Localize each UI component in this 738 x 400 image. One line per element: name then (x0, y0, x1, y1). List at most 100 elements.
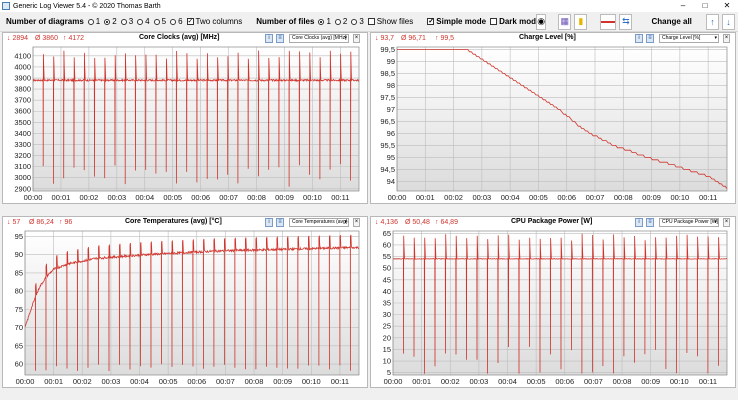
y-tick-label: 99,5 (380, 45, 395, 54)
y-tick-label: 96 (387, 129, 395, 138)
diagrams-radio-5[interactable]: 5 (153, 17, 166, 26)
plot-area (397, 47, 727, 191)
y-tick-label: 70 (15, 323, 23, 332)
x-tick-label: 00:08 (247, 193, 266, 202)
y-tick-label: 40 (383, 287, 391, 296)
x-tick-label: 00:10 (670, 193, 689, 202)
arrow-down-icon[interactable]: ↓ (721, 13, 736, 30)
series-line (24, 234, 360, 372)
x-tick-label: 00:08 (613, 377, 632, 386)
x-tick-label: 00:05 (163, 193, 182, 202)
chart-title: CPU Package Power [W] (511, 218, 593, 225)
x-tick-label: 00:10 (670, 377, 689, 386)
show-files-checkbox[interactable]: Show files (367, 17, 413, 26)
x-tick-label: 00:00 (16, 377, 35, 386)
files-label: Number of files (256, 17, 315, 26)
diagrams-radio-4[interactable]: 4 (137, 17, 150, 26)
app-icon (2, 2, 10, 10)
stat-min: ↓ 93,7 (375, 35, 395, 42)
info-icon[interactable]: i (265, 218, 273, 227)
x-tick-label: 00:06 (187, 377, 206, 386)
arrow-up-icon[interactable]: ↑ (705, 13, 719, 30)
chart-plot: 2900 3000 3100 3200 3300 3400 3500 3600 3700 3800… (14, 46, 360, 202)
y-tick-label: 25 (383, 322, 391, 331)
y-tick-label: 95 (15, 232, 23, 241)
x-tick-label: 00:09 (641, 377, 660, 386)
y-tick-label: 3100 (14, 162, 31, 171)
close-panel-button[interactable]: × (353, 34, 360, 43)
diagrams-radio-2[interactable]: 2 (104, 17, 117, 26)
stat-avg: Ø 96,71 (401, 35, 426, 42)
files-radio-3[interactable]: 3 (351, 17, 364, 26)
files-radio-1[interactable]: 1 (318, 17, 331, 26)
plot-border (392, 230, 728, 376)
series-select[interactable]: CPU Package Power [W] ▾ (659, 218, 719, 227)
chart-panel-charge-level: ↓ 93,7 Ø 96,71 ↑ 99,5 Charge Level [%] i… (370, 32, 736, 204)
camera-icon[interactable]: ◉ (535, 13, 547, 30)
close-panel-button[interactable]: × (723, 218, 730, 227)
y-tick-label: 65 (15, 341, 23, 350)
info-icon[interactable]: i (635, 34, 643, 43)
close-panel-button[interactable]: × (723, 34, 730, 43)
x-tick-label: 00:06 (555, 377, 574, 386)
diagrams-radio-3[interactable]: 3 (120, 17, 133, 26)
plot-area (33, 47, 359, 191)
x-tick-label: 00:02 (79, 193, 98, 202)
dark-mode-checkbox[interactable]: Dark mod (490, 17, 536, 26)
minimize-button[interactable]: – (680, 1, 686, 10)
y-tick-label: 30 (383, 310, 391, 319)
x-tick-label: 00:01 (44, 377, 63, 386)
simple-mode-checkbox[interactable]: ✓ Simple mode (427, 17, 487, 26)
series-select[interactable]: Charge Level [%] ▾ (659, 34, 719, 43)
diagrams-radio-1[interactable]: 1 (87, 17, 100, 26)
y-tick-label: 20 (383, 333, 391, 342)
close-panel-button[interactable]: × (353, 218, 360, 227)
series-line (32, 50, 360, 187)
y-tick-label: 97,5 (380, 93, 395, 102)
y-tick-label: 2900 (14, 184, 31, 193)
swap-icon[interactable]: ⇆ (619, 13, 633, 30)
x-tick-label: 00:09 (275, 193, 294, 202)
stats-icon[interactable]: ≡ (646, 34, 654, 43)
stats-icon[interactable]: ≡ (276, 218, 284, 227)
save-icon[interactable]: ▦ (558, 13, 572, 30)
two-columns-checkbox[interactable]: ✓ Two columns (186, 17, 243, 26)
x-tick-label: 00:04 (501, 193, 520, 202)
y-tick-label: 15 (383, 345, 391, 354)
files-radio-2[interactable]: 2 (334, 17, 347, 26)
x-tick-label: 00:07 (219, 193, 238, 202)
series-select[interactable]: Core Clocks (avg) [MHz] ▾ (289, 34, 349, 43)
y-tick-label: 95 (387, 153, 395, 162)
info-icon[interactable]: i (635, 218, 643, 227)
y-tick-label: 45 (383, 275, 391, 284)
y-tick-label: 5 (387, 368, 391, 377)
change-all-label: Change all (651, 17, 692, 26)
stats-icon[interactable]: ≡ (276, 34, 284, 43)
series-line (393, 233, 728, 374)
y-tick-label: 65 (383, 229, 391, 238)
diagrams-radio-6[interactable]: 6 (170, 17, 183, 26)
x-tick-label: 00:05 (159, 377, 178, 386)
maximize-button[interactable]: □ (702, 1, 708, 10)
x-tick-label: 00:02 (73, 377, 92, 386)
folder-icon[interactable]: ▮ (574, 13, 588, 30)
series-select[interactable]: Core Temperatures (avg) ▾ (289, 218, 349, 227)
x-tick-label: 00:07 (586, 193, 605, 202)
y-tick-label: 35 (383, 299, 391, 308)
x-tick-label: 00:11 (331, 193, 349, 202)
x-tick-label: 00:11 (699, 377, 717, 386)
chart-plot: 5 10 15 20 25 30 35 40 45 50 55 60 65 00:00 00:01 00:02… (383, 229, 728, 386)
close-button[interactable]: ✕ (723, 1, 731, 10)
y-tick-label: 60 (383, 240, 391, 249)
info-icon[interactable]: i (265, 34, 273, 43)
y-tick-label: 94,5 (380, 165, 395, 174)
plot-border (396, 46, 728, 192)
plot-border (24, 230, 360, 376)
stats-icon[interactable]: ≡ (646, 218, 654, 227)
x-tick-label: 00:06 (191, 193, 210, 202)
x-tick-label: 00:00 (388, 193, 407, 202)
x-tick-label: 00:11 (699, 193, 717, 202)
line-icon[interactable] (600, 13, 617, 30)
x-tick-label: 00:01 (412, 377, 431, 386)
y-tick-label: 50 (383, 264, 391, 273)
